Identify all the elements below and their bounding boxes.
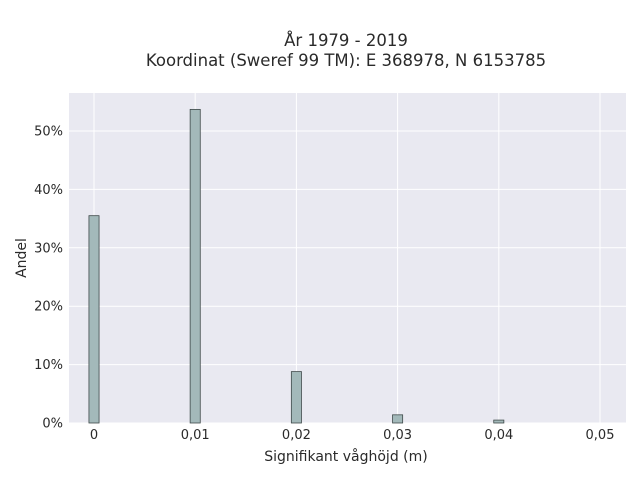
y-tick-label: 0%: [42, 417, 63, 432]
y-axis-label: Andel: [14, 238, 30, 278]
y-tick-label: 20%: [34, 300, 63, 315]
chart-title: År 1979 - 2019: [284, 31, 408, 50]
x-tick-label: 0,05: [586, 428, 615, 443]
histogram-bar: [493, 419, 505, 424]
x-tick-label: 0,02: [282, 428, 311, 443]
bars: [88, 108, 505, 424]
y-tick-label: 30%: [34, 241, 63, 256]
histogram-bar: [392, 414, 404, 424]
plot-area: [69, 93, 626, 423]
y-tick-label: 10%: [34, 358, 63, 373]
x-tick-label: 0,03: [383, 428, 412, 443]
y-tick-label: 40%: [34, 183, 63, 198]
y-tick-label: 50%: [34, 125, 63, 140]
x-axis-label: Signifikant våghöjd (m): [264, 448, 427, 465]
chart-subtitle: Koordinat (Sweref 99 TM): E 368978, N 61…: [146, 51, 546, 70]
x-tick-labels: 0 0,01 0,02 0,03 0,04 0,05: [90, 428, 615, 443]
x-tick-label: 0,01: [181, 428, 210, 443]
grid-lines: [69, 93, 626, 424]
histogram-bar: [88, 215, 100, 424]
y-tick-labels: 0% 10% 20% 30% 40% 50%: [34, 125, 63, 432]
histogram-bar: [189, 108, 201, 424]
x-tick-label: 0,04: [484, 428, 513, 443]
histogram-bar: [290, 371, 302, 424]
x-tick-label: 0: [90, 428, 98, 443]
